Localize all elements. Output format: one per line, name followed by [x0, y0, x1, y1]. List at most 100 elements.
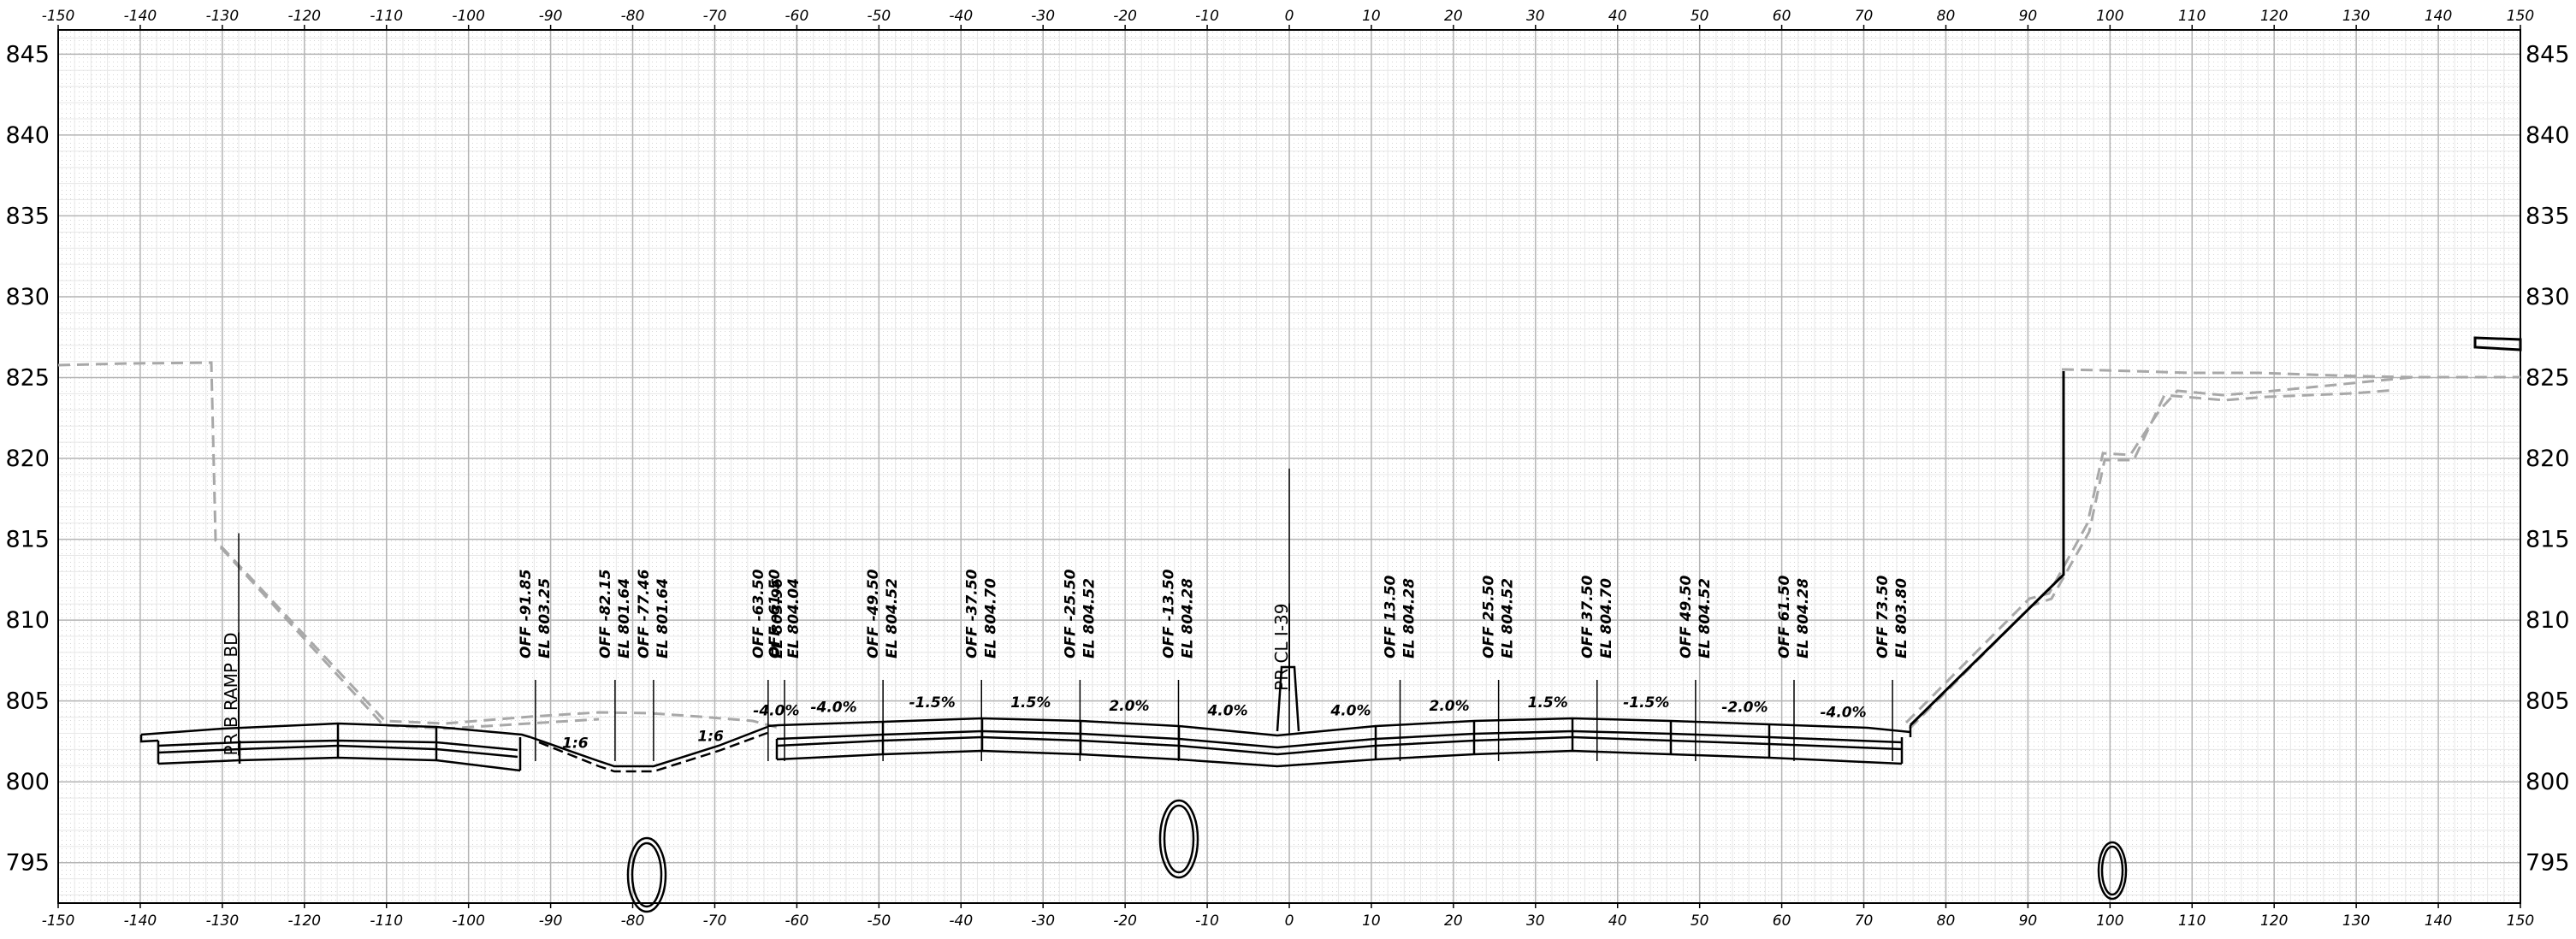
y-tick-label-left: 800 — [5, 769, 50, 795]
y-tick-label-left: 845 — [5, 41, 50, 68]
x-tick-label-bottom: 30 — [1526, 912, 1545, 930]
x-axis-bottom: -150 -140 -130 -120 -110 -100 -90 -80 -70 -60 -50-… — [42, 903, 2534, 930]
alignment-label-text: PR B RAMP BD — [221, 633, 241, 756]
slope-label: 4.0% — [1329, 702, 1371, 719]
x-tick-label-bottom: -30 — [1031, 912, 1055, 930]
alignment-labels: PR B RAMP BD PR CL I-39 — [221, 468, 1292, 756]
ditch-surface — [530, 725, 768, 768]
y-tick-label-right: 795 — [2526, 850, 2570, 877]
x-tick-label-bottom: 0 — [1285, 912, 1294, 930]
ditch-surface-lower — [538, 731, 768, 773]
x-tick-label-bottom: -90 — [539, 912, 563, 930]
x-tick-label-bottom: -20 — [1113, 912, 1137, 930]
bridge-beam-shape — [2473, 336, 2522, 351]
x-tick-label-top: 90 — [2019, 8, 2038, 25]
offset-label: OFF -82.15 EL 801.64 — [597, 570, 633, 658]
y-tick-label-right: 825 — [2526, 365, 2570, 392]
x-tick-label-bottom: 90 — [2019, 912, 2038, 930]
existing-ground-right-3 — [2061, 368, 2414, 379]
x-tick-label-bottom: 50 — [1691, 912, 1709, 930]
x-tick-label-bottom: 60 — [1773, 912, 1791, 930]
x-tick-label-top: 20 — [1444, 8, 1463, 25]
offset-label-off: OFF 25.50 — [1481, 575, 1498, 658]
mainline-layer-3 — [776, 749, 1903, 768]
offset-label: OFF 61.50 EL 804.28 — [1776, 575, 1812, 658]
offset-label: OFF -77.46 EL 801.64 — [636, 569, 672, 658]
x-tick-label-top: -70 — [703, 8, 727, 25]
x-tick-label-bottom: 40 — [1608, 912, 1627, 930]
x-tick-label-bottom: 120 — [2260, 912, 2288, 930]
x-tick-label-bottom: -130 — [206, 912, 240, 930]
offset-label: OFF 37.50 EL 804.70 — [1579, 575, 1615, 658]
slope-label: -4.0% — [753, 702, 799, 719]
ditch — [530, 725, 768, 773]
x-tick-label-top: 100 — [2096, 8, 2123, 25]
y-tick-label-left: 825 — [5, 365, 50, 392]
existing-ground-right — [1904, 375, 2520, 724]
x-tick-label-bottom: 130 — [2342, 912, 2370, 930]
x-tick-label-top: 130 — [2342, 8, 2370, 25]
y-tick-label-left: 835 — [5, 203, 50, 229]
culvert-center — [1158, 799, 1199, 879]
offset-label: OFF 49.50 EL 804.52 — [1678, 575, 1714, 658]
offset-label-off: OFF -91.85 — [518, 570, 535, 658]
x-axis-top: -150 -140 -130 -120 -110 -100 -90 -80 -70 -60 -50-… — [42, 8, 2534, 30]
offset-label-el: EL 804.70 — [1598, 578, 1615, 658]
y-tick-label-right: 835 — [2526, 203, 2570, 229]
x-tick-label-top: 80 — [1937, 8, 1956, 25]
cut-slope-right — [1909, 371, 2065, 727]
x-tick-label-bottom: -60 — [785, 912, 809, 930]
x-tick-label-bottom: -140 — [124, 912, 157, 930]
bridge-beam — [2473, 336, 2522, 351]
x-tick-label-bottom: 150 — [2507, 912, 2534, 930]
offset-label-el: EL 804.52 — [884, 578, 901, 658]
offset-label-off: OFF -77.46 — [636, 569, 653, 658]
x-tick-label-top: -60 — [785, 8, 809, 25]
mainline-top-surface — [767, 717, 1911, 737]
ramp-edge-left — [139, 735, 159, 743]
median-barrier — [1276, 665, 1300, 732]
y-tick-label-right: 830 — [2526, 284, 2570, 310]
culvert-right — [2097, 841, 2128, 901]
x-tick-label-top: -100 — [452, 8, 485, 25]
mainline-pavement — [767, 665, 1912, 768]
slope-label: -4.0% — [810, 700, 856, 717]
y-tick-label-left: 840 — [5, 122, 50, 149]
mainline-edges — [775, 725, 1912, 764]
y-tick-label-left: 810 — [5, 607, 50, 634]
culverts — [626, 799, 2128, 913]
x-tick-label-top: -110 — [370, 8, 403, 25]
culvert-left — [626, 836, 667, 913]
slope-label: 2.0% — [1429, 698, 1469, 715]
x-tick-label-top: 120 — [2260, 8, 2288, 25]
mainline-layer-2 — [776, 735, 1903, 756]
x-tick-label-bottom: -70 — [703, 912, 727, 930]
offset-label-el: EL 804.04 — [785, 578, 802, 658]
y-axis-right: 845 840 835 830 825 820 815 810 805 800 795 — [2526, 41, 2570, 876]
offset-label-el: EL 804.52 — [1697, 578, 1714, 658]
x-tick-label-bottom: -80 — [621, 912, 645, 930]
x-tick-label-bottom: -120 — [288, 912, 322, 930]
existing-ground-left — [57, 361, 779, 729]
x-tick-label-bottom: 20 — [1444, 912, 1463, 930]
y-tick-label-right: 845 — [2526, 41, 2570, 68]
y-tick-label-right: 820 — [2526, 446, 2570, 472]
retaining-wall — [1909, 371, 2065, 727]
ramp-pavement — [139, 722, 531, 772]
x-tick-label-top: 60 — [1773, 8, 1791, 25]
x-tick-label-top: -50 — [867, 8, 891, 25]
alignment-label: PR B RAMP BD — [221, 633, 241, 756]
x-tick-label-bottom: 10 — [1362, 912, 1381, 930]
offset-label-el: EL 804.52 — [1081, 578, 1098, 658]
slope-label: 4.0% — [1206, 702, 1247, 719]
x-tick-label-top: 40 — [1608, 8, 1627, 25]
ramp-edge-box — [157, 737, 522, 771]
offset-label-off: OFF -25.50 — [1062, 569, 1079, 658]
x-tick-label-top: -30 — [1031, 8, 1055, 25]
y-tick-label-left: 815 — [5, 527, 50, 553]
offset-label: OFF -63.50 EL 803.96 — [750, 569, 786, 658]
slope-label: 1:6 — [562, 735, 589, 752]
offset-label-el: EL 804.28 — [1401, 578, 1418, 658]
x-tick-label-bottom: -100 — [452, 912, 485, 930]
offset-label: OFF 13.50 EL 804.28 — [1383, 575, 1418, 658]
